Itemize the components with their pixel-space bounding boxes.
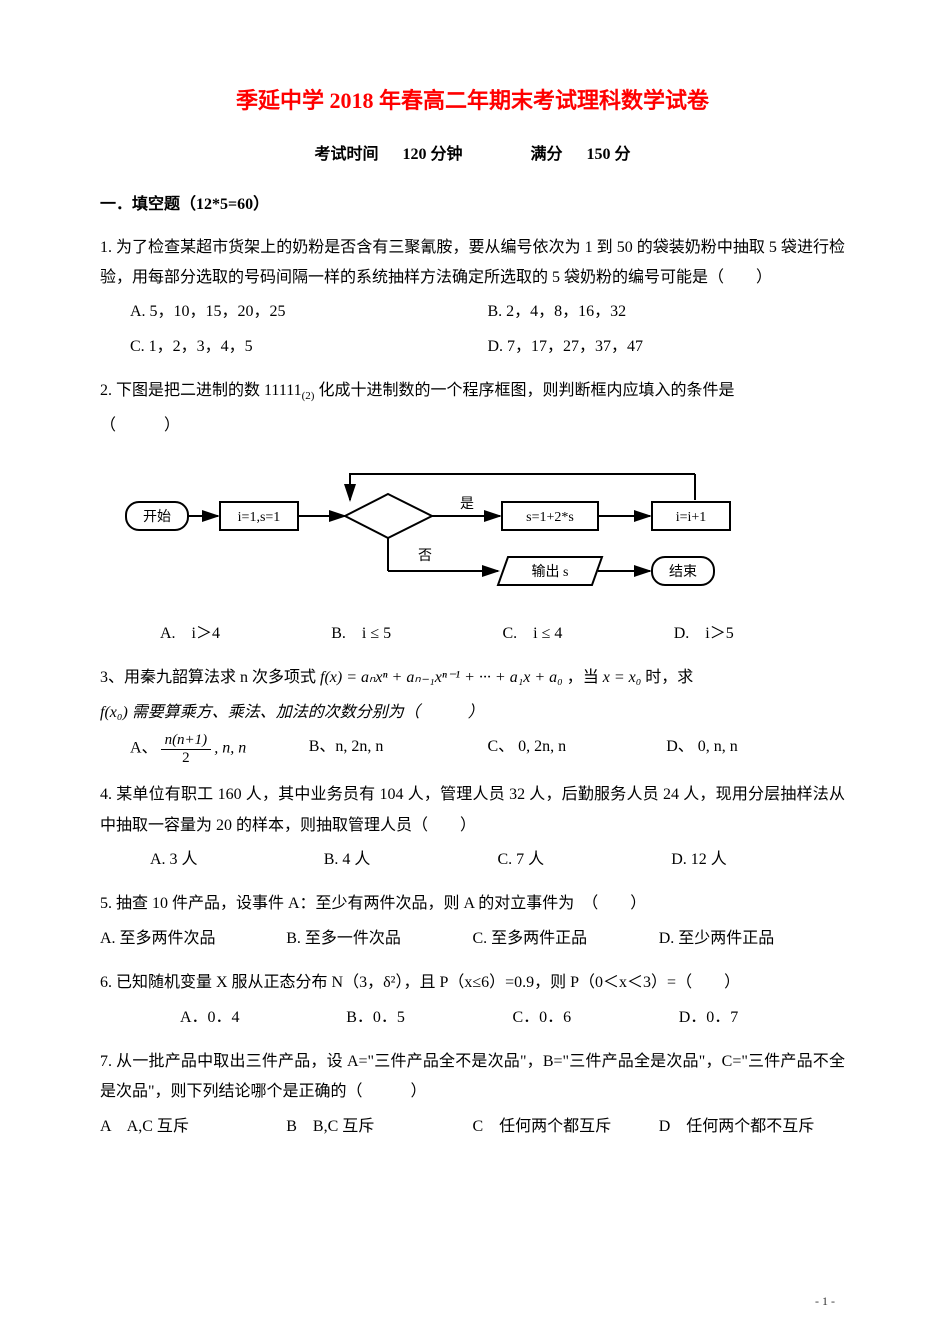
q2-sub: (2): [302, 390, 315, 402]
q3-line2: f(x₀) 需要算乘方、乘法、加法的次数分别为（ ）: [100, 704, 484, 721]
flowchart-svg: 开始 i=1,s=1 是 否 s=1+2*s i=i+1 输出 s: [120, 456, 740, 596]
q3-xeq: x = x₀: [603, 669, 642, 686]
q1-opt-D: D. 7，17，27，37，47: [488, 332, 846, 362]
exam-meta: 考试时间 120 分钟 满分 150 分: [100, 140, 845, 170]
q6-opt-D: D．0．7: [679, 1003, 845, 1033]
q7-opt-A: A A,C 互斥: [100, 1112, 286, 1142]
q3-text-c: 时，求: [645, 669, 693, 686]
q5-text: 5. 抽查 10 件产品，设事件 A：至少有两件次品，则 A 的对立事件为 （ …: [100, 889, 845, 919]
q1-opt-B: B. 2，4，8，16，32: [488, 297, 846, 327]
question-2: 2. 下图是把二进制的数 11111(2) 化成十进制数的一个程序框图，则判断框…: [100, 376, 845, 653]
svg-text:输出 s: 输出 s: [532, 564, 569, 580]
score-value: 150 分: [587, 146, 631, 163]
q6-opt-A: A．0．4: [180, 1003, 346, 1033]
q7-opt-D: D 任何两个都不互斥: [659, 1112, 845, 1142]
q4-opt-C: C. 7 人: [498, 845, 672, 875]
q5-opt-C: C. 至多两件正品: [473, 924, 659, 954]
q2-text-b: 化成十进制数的一个程序框图，则判断框内应填入的条件是: [314, 382, 734, 399]
q7-opt-B: B B,C 互斥: [286, 1112, 472, 1142]
q7-opt-C: C 任何两个都互斥: [473, 1112, 659, 1142]
time-label: 考试时间: [314, 146, 378, 163]
q6-text: 6. 已知随机变量 X 服从正态分布 N（3，δ²），且 P（x≤6）=0.9，…: [100, 968, 845, 998]
question-7: 7. 从一批产品中取出三件产品，设 A="三件产品全不是次品"，B="三件产品全…: [100, 1047, 845, 1146]
q4-text: 4. 某单位有职工 160 人，其中业务员有 104 人，管理人员 32 人，后…: [100, 780, 845, 841]
q3-opt-B: B、n, 2n, n: [309, 732, 488, 766]
q2-opt-C: C. i ≤ 4: [503, 619, 674, 649]
flowchart: 开始 i=1,s=1 是 否 s=1+2*s i=i+1 输出 s: [120, 456, 845, 607]
q4-opt-B: B. 4 人: [324, 845, 498, 875]
page-title: 季延中学 2018 年春高二年期末考试理科数学试卷: [100, 80, 845, 122]
q3-text-b: ，当: [567, 669, 603, 686]
q1-text: 1. 为了检查某超市货架上的奶粉是否含有三聚氰胺，要从编号依次为 1 到 50 …: [100, 233, 845, 294]
page-number: - 1 -: [815, 1290, 835, 1313]
q7-text: 7. 从一批产品中取出三件产品，设 A="三件产品全不是次品"，B="三件产品全…: [100, 1047, 845, 1108]
q2-text: 2. 下图是把二进制的数 11111(2) 化成十进制数的一个程序框图，则判断框…: [100, 376, 845, 407]
question-4: 4. 某单位有职工 160 人，其中业务员有 104 人，管理人员 32 人，后…: [100, 780, 845, 879]
q2-opt-A: A. i＞4: [160, 619, 331, 649]
section-heading: 一．填空题（12*5=60）: [100, 190, 845, 220]
svg-text:否: 否: [418, 549, 432, 564]
question-1: 1. 为了检查某超市货架上的奶粉是否含有三聚氰胺，要从编号依次为 1 到 50 …: [100, 233, 845, 367]
question-6: 6. 已知随机变量 X 服从正态分布 N（3，δ²），且 P（x≤6）=0.9，…: [100, 968, 845, 1037]
question-3: 3、用秦九韶算法求 n 次多项式 f(x) = aₙxⁿ + aₙ₋₁xⁿ⁻¹ …: [100, 663, 845, 770]
q4-opt-A: A. 3 人: [150, 845, 324, 875]
score-label: 满分: [531, 146, 563, 163]
q6-opt-B: B．0．5: [346, 1003, 512, 1033]
time-value: 120 分钟: [402, 146, 462, 163]
q2-text-c: （ ）: [100, 411, 845, 441]
svg-text:是: 是: [460, 497, 474, 512]
q2-opt-D: D. i＞5: [674, 619, 845, 649]
question-5: 5. 抽查 10 件产品，设事件 A：至少有两件次品，则 A 的对立事件为 （ …: [100, 889, 845, 958]
q3-opt-A: A、n(n+1)2, n, n: [130, 732, 309, 766]
q5-opt-D: D. 至少两件正品: [659, 924, 845, 954]
q3-opt-C: C、 0, 2n, n: [488, 732, 667, 766]
q1-opt-C: C. 1，2，3，4，5: [130, 332, 488, 362]
svg-text:s=1+2*s: s=1+2*s: [526, 510, 574, 525]
q3-formula: f(x) = aₙxⁿ + aₙ₋₁xⁿ⁻¹ + ··· + a₁x + a₀: [320, 669, 563, 686]
svg-text:开始: 开始: [143, 509, 171, 525]
q3-text-a: 3、用秦九韶算法求 n 次多项式: [100, 669, 320, 686]
q5-opt-A: A. 至多两件次品: [100, 924, 286, 954]
q6-opt-C: C．0．6: [513, 1003, 679, 1033]
q5-opt-B: B. 至多一件次品: [286, 924, 472, 954]
svg-text:结束: 结束: [669, 564, 697, 580]
q3-opt-D: D、 0, n, n: [666, 732, 845, 766]
svg-text:i=1,s=1: i=1,s=1: [238, 510, 281, 525]
q2-text-a: 2. 下图是把二进制的数 11111: [100, 382, 302, 399]
q1-opt-A: A. 5，10，15，20，25: [130, 297, 488, 327]
q4-opt-D: D. 12 人: [671, 845, 845, 875]
svg-text:i=i+1: i=i+1: [676, 510, 707, 525]
q2-opt-B: B. i ≤ 5: [331, 619, 502, 649]
